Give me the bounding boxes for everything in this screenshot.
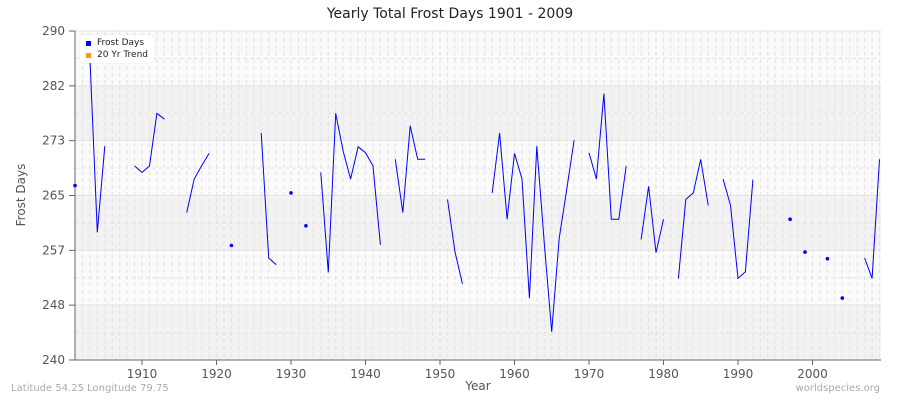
series-line	[722, 178, 754, 280]
legend: Frost Days 20 Yr Trend	[80, 35, 155, 63]
series-line	[186, 153, 210, 213]
series-line	[320, 113, 381, 273]
y-tick-label: 257	[42, 243, 65, 257]
chart-title: Yearly Total Frost Days 1901 - 2009	[326, 6, 574, 22]
x-tick-label: 1930	[276, 367, 307, 381]
data-point	[304, 224, 308, 228]
y-axis-label: Frost Days	[14, 163, 28, 227]
legend-item-frost-days: Frost Days	[86, 37, 148, 49]
series-line	[260, 132, 277, 265]
y-tick-label: 248	[42, 298, 65, 312]
x-tick-label: 1920	[201, 367, 232, 381]
series-line	[491, 132, 575, 332]
x-tick-label: 1960	[499, 367, 530, 381]
data-point	[289, 191, 293, 195]
x-tick-label: 1990	[723, 367, 754, 381]
series-line	[89, 57, 106, 233]
data-point	[825, 256, 830, 261]
legend-label: Frost Days	[97, 38, 145, 48]
data-point	[229, 243, 234, 248]
x-tick-label: 2000	[797, 367, 828, 381]
source-caption: worldspecies.org	[795, 383, 880, 394]
series-line	[447, 199, 463, 284]
y-tick-label: 273	[42, 134, 65, 148]
series-line	[640, 186, 664, 253]
legend-label: 20 Yr Trend	[97, 50, 149, 60]
x-tick-label: 1970	[574, 367, 605, 381]
y-tick-label: 265	[42, 189, 65, 203]
data-point	[840, 296, 845, 300]
series-line	[677, 159, 709, 279]
frost-days-swatch-icon	[86, 40, 91, 46]
series-line	[864, 159, 880, 279]
y-tick-label: 290	[42, 24, 65, 38]
location-caption: Latitude 54.25 Longitude 79.75	[11, 383, 169, 394]
x-tick-label: 1950	[425, 367, 456, 381]
series-line	[134, 112, 165, 174]
data-point	[803, 250, 807, 254]
x-tick-label: 1910	[127, 367, 158, 381]
legend-item-trend: 20 Yr Trend	[86, 49, 148, 61]
x-tick-label: 1940	[350, 367, 381, 381]
y-tick-label: 282	[42, 79, 65, 93]
data-point	[788, 217, 792, 221]
x-axis-label: Year	[465, 379, 491, 393]
x-tick-label: 1980	[648, 367, 679, 381]
data-point	[73, 183, 77, 188]
y-tick-label: 240	[42, 353, 65, 367]
series-line	[394, 125, 426, 213]
trend-swatch-icon	[86, 52, 91, 58]
series-line	[588, 93, 627, 220]
